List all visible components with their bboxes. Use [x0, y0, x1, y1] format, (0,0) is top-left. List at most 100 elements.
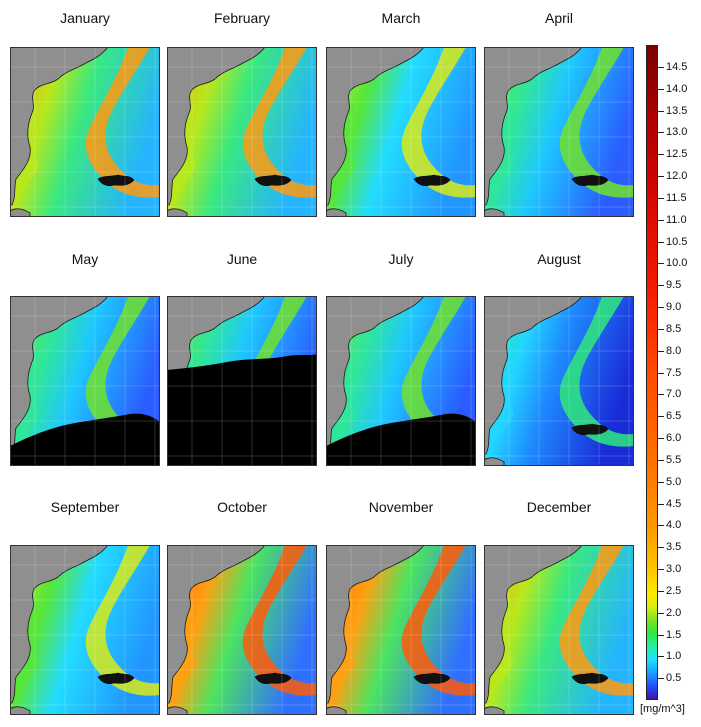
map-frame: [10, 47, 160, 217]
colorbar-tick-label: 13.0: [666, 126, 688, 139]
colorbar-tick-label: 12.0: [666, 170, 688, 182]
chlorophyll-map: [484, 545, 634, 715]
colorbar-tick: [658, 612, 664, 614]
shelf-front-band: [401, 47, 476, 198]
colorbar-tick-label: 3.0: [666, 563, 682, 575]
map-frame: [10, 296, 160, 466]
colorbar-tick: [658, 503, 664, 505]
colorbar-tick-label: 9.5: [666, 279, 682, 292]
chlorophyll-map: [326, 296, 476, 466]
chlorophyll-map: [10, 47, 160, 217]
map-frame: [167, 545, 317, 715]
colorbar-tick: [658, 88, 664, 90]
colorbar-tick: [658, 197, 664, 199]
colorbar-tick-label: 12.5: [666, 148, 688, 161]
map-panel: [326, 47, 476, 217]
map-panel: [167, 296, 317, 466]
map-panel: [484, 47, 634, 217]
map-panel: [484, 545, 634, 715]
map-frame: [167, 296, 317, 466]
shelf-front-band: [242, 545, 317, 696]
chlorophyll-map: [167, 47, 317, 217]
panel-title: December: [526, 499, 592, 515]
map-frame: [484, 296, 634, 466]
colorbar-tick-label: 3.5: [666, 541, 682, 554]
colorbar-tick-label: 2.5: [666, 584, 682, 597]
chlorophyll-map: [167, 296, 317, 466]
colorbar-tick: [658, 66, 664, 68]
falkland-islands: [97, 174, 135, 187]
falkland-islands: [254, 174, 292, 187]
colorbar-tick: [658, 634, 664, 636]
colorbar-tick: [658, 263, 664, 265]
colorbar-tick-label: 7.0: [666, 388, 682, 401]
map-frame: [484, 47, 634, 217]
colorbar-tick-label: 14.0: [666, 82, 688, 95]
falkland-islands: [413, 174, 451, 187]
colorbar-tick: [658, 328, 664, 330]
falkland-islands: [571, 672, 609, 685]
shelf-front-band: [85, 47, 160, 198]
colorbar-tick-label: 1.5: [666, 628, 682, 641]
panel-title: November: [368, 499, 434, 515]
colorbar-unit-label: [mg/m^3]: [640, 703, 685, 715]
panel-title: June: [226, 251, 258, 267]
land-mass: [484, 296, 583, 455]
chlorophyll-map: [326, 545, 476, 715]
panel-title: August: [537, 251, 581, 267]
map-frame: [326, 296, 476, 466]
colorbar-tick: [658, 416, 664, 418]
map-panel: [10, 47, 160, 217]
falkland-islands: [571, 174, 609, 187]
colorbar-tick: [658, 656, 664, 658]
colorbar-tick: [658, 132, 664, 134]
colorbar-tick: [658, 307, 664, 308]
colorbar-tick: [658, 110, 664, 112]
map-panel: [10, 296, 160, 466]
map-frame: [167, 47, 317, 217]
shelf-front-band: [559, 296, 634, 447]
colorbar-tick-label: 10.0: [666, 257, 688, 270]
colorbar-tick: [658, 438, 664, 439]
colorbar-tick-label: 13.5: [666, 104, 688, 117]
no-data-mask: [326, 413, 476, 466]
chlorophyll-map: [167, 545, 317, 715]
chlorophyll-map: [10, 296, 160, 466]
falkland-islands: [413, 672, 451, 685]
colorbar-tick-label: 8.0: [666, 344, 682, 357]
colorbar-tick: [658, 547, 664, 549]
map-panel: [10, 545, 160, 715]
map-panel: [484, 296, 634, 466]
shelf-front-band: [242, 47, 317, 198]
shelf-front-band: [85, 545, 160, 696]
colorbar-tick: [658, 176, 664, 177]
falkland-islands: [571, 423, 609, 436]
colorbar-tick-label: 8.5: [666, 322, 682, 335]
panel-title: March: [381, 10, 421, 26]
panel-title: May: [71, 251, 99, 267]
colorbar-tick-label: 4.0: [666, 519, 682, 532]
land-mass: [167, 47, 266, 206]
colorbar-tick: [658, 678, 664, 680]
map-frame: [484, 545, 634, 715]
colorbar-tick: [658, 394, 664, 396]
colorbar-tick: [658, 525, 664, 527]
land-mass: [10, 545, 109, 704]
land-mass: [10, 296, 109, 455]
colorbar-tick-label: 5.5: [666, 453, 682, 466]
land-mass: [10, 47, 109, 206]
colorbar-tick-label: 4.5: [666, 497, 682, 510]
panel-title: April: [544, 10, 573, 26]
colorbar-tick-label: 9.0: [666, 301, 682, 313]
land-mass: [326, 296, 425, 455]
colorbar-tick-label: 0.5: [666, 672, 682, 685]
chlorophyll-map: [484, 47, 634, 217]
colorbar-tick: [658, 459, 664, 461]
chlorophyll-map: [484, 296, 634, 466]
map-frame: [326, 545, 476, 715]
colorbar-tick-label: 2.0: [666, 606, 682, 619]
colorbar-tick: [658, 350, 664, 352]
falkland-islands: [254, 672, 292, 685]
colorbar-tick-label: 11.5: [666, 191, 687, 204]
land-mass: [484, 47, 583, 206]
